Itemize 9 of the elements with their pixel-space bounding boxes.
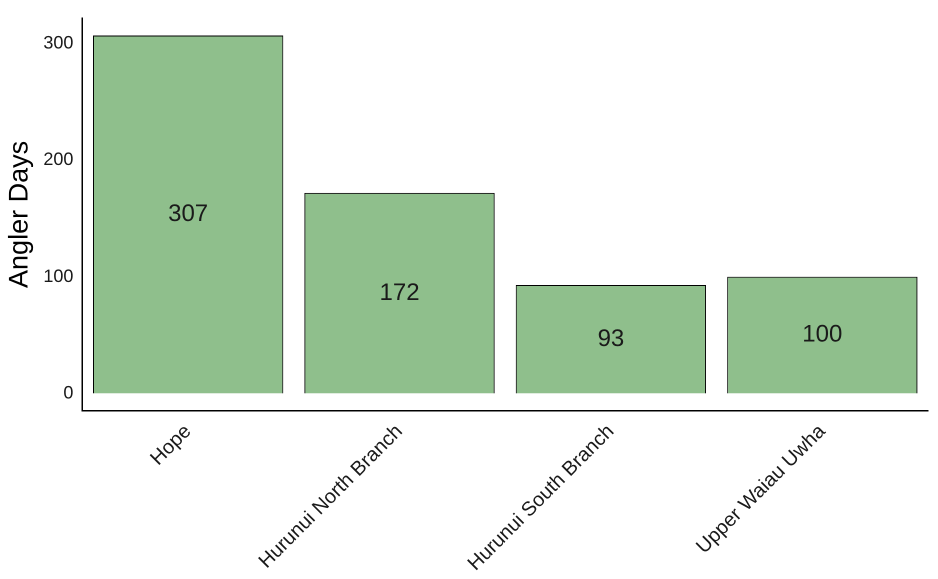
y-axis-title: Angler Days [4,140,34,288]
data-label: 100 [802,320,842,348]
data-label: 172 [379,278,420,306]
y-tick-label: 100 [43,266,74,286]
data-label: 307 [168,200,208,228]
y-tick-label: 300 [43,32,74,53]
data-label: 93 [598,324,624,352]
y-tick-label: 200 [43,149,74,170]
y-tick-label: 0 [63,382,74,402]
